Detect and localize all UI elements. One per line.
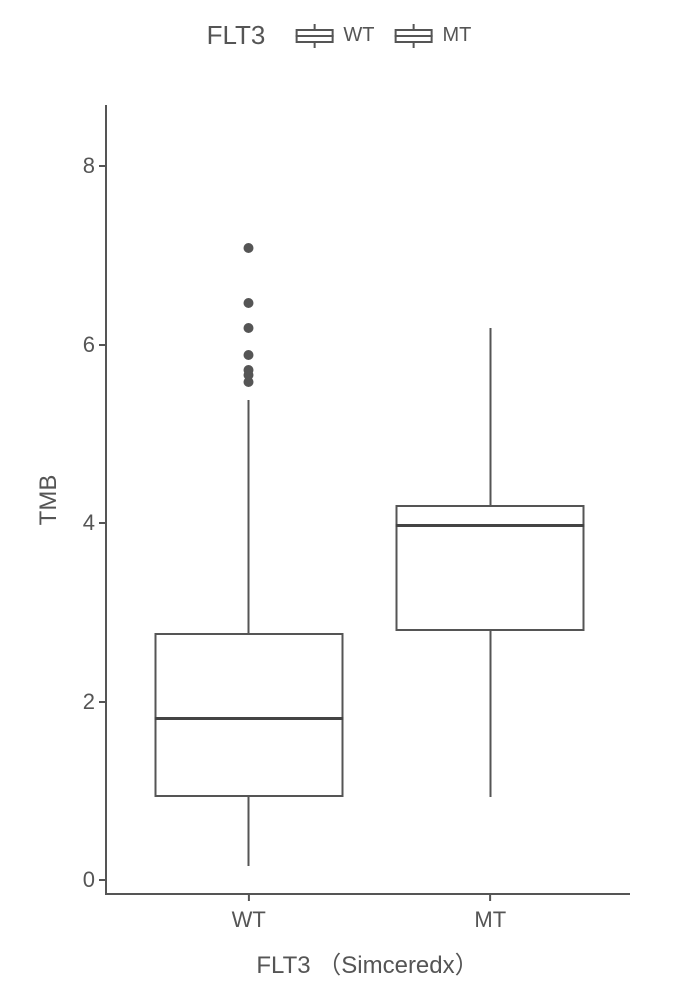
plot-panel: 02468WTMT xyxy=(105,105,630,895)
y-tick: 0 xyxy=(75,867,107,893)
outlier-point xyxy=(244,243,254,253)
x-tick: WT xyxy=(232,893,266,933)
median-line xyxy=(396,524,585,527)
box-iqr xyxy=(154,633,343,797)
median-line xyxy=(154,717,343,720)
outlier-point xyxy=(244,298,254,308)
y-tick-label: 0 xyxy=(75,867,95,893)
legend-items: WT MT xyxy=(295,24,471,47)
y-tick-label: 2 xyxy=(75,689,95,715)
y-tick-mark xyxy=(99,344,107,346)
boxplot-swatch-icon xyxy=(295,26,333,46)
x-tick-label: WT xyxy=(232,907,266,933)
y-tick-mark xyxy=(99,879,107,881)
y-axis-title: TMB xyxy=(35,475,63,526)
legend: FLT3 WT MT xyxy=(207,20,472,51)
y-tick-label: 4 xyxy=(75,510,95,536)
y-tick: 6 xyxy=(75,332,107,358)
boxplot-group xyxy=(154,105,343,895)
legend-title: FLT3 xyxy=(207,20,266,51)
y-tick: 4 xyxy=(75,510,107,536)
y-tick: 2 xyxy=(75,689,107,715)
boxplot-group xyxy=(396,105,585,895)
outlier-point xyxy=(244,323,254,333)
x-tick-label: MT xyxy=(474,907,506,933)
y-tick-label: 6 xyxy=(75,332,95,358)
y-tick-label: 8 xyxy=(75,153,95,179)
y-tick-mark xyxy=(99,165,107,167)
outlier-point xyxy=(244,365,254,375)
y-tick: 8 xyxy=(75,153,107,179)
x-tick: MT xyxy=(474,893,506,933)
chart-canvas: FLT3 WTMT 02468WTMT TMB FLT3 （Simceredx） xyxy=(0,0,678,1000)
boxplot-swatch-icon xyxy=(394,26,432,46)
y-tick-mark xyxy=(99,701,107,703)
legend-item-label: MT xyxy=(442,24,471,47)
legend-item-label: WT xyxy=(343,24,374,47)
y-tick-mark xyxy=(99,522,107,524)
legend-item: WT xyxy=(295,24,374,47)
outlier-point xyxy=(244,350,254,360)
x-axis-title: FLT3 （Simceredx） xyxy=(256,945,478,980)
legend-item: MT xyxy=(394,24,471,47)
